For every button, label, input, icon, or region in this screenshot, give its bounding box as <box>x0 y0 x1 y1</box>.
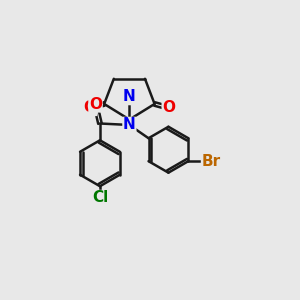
Text: N: N <box>123 89 136 104</box>
Text: Br: Br <box>202 154 221 169</box>
Text: Cl: Cl <box>92 190 108 206</box>
Text: O: O <box>89 97 102 112</box>
Text: N: N <box>123 118 136 133</box>
Text: O: O <box>162 100 175 116</box>
Text: O: O <box>83 100 97 116</box>
